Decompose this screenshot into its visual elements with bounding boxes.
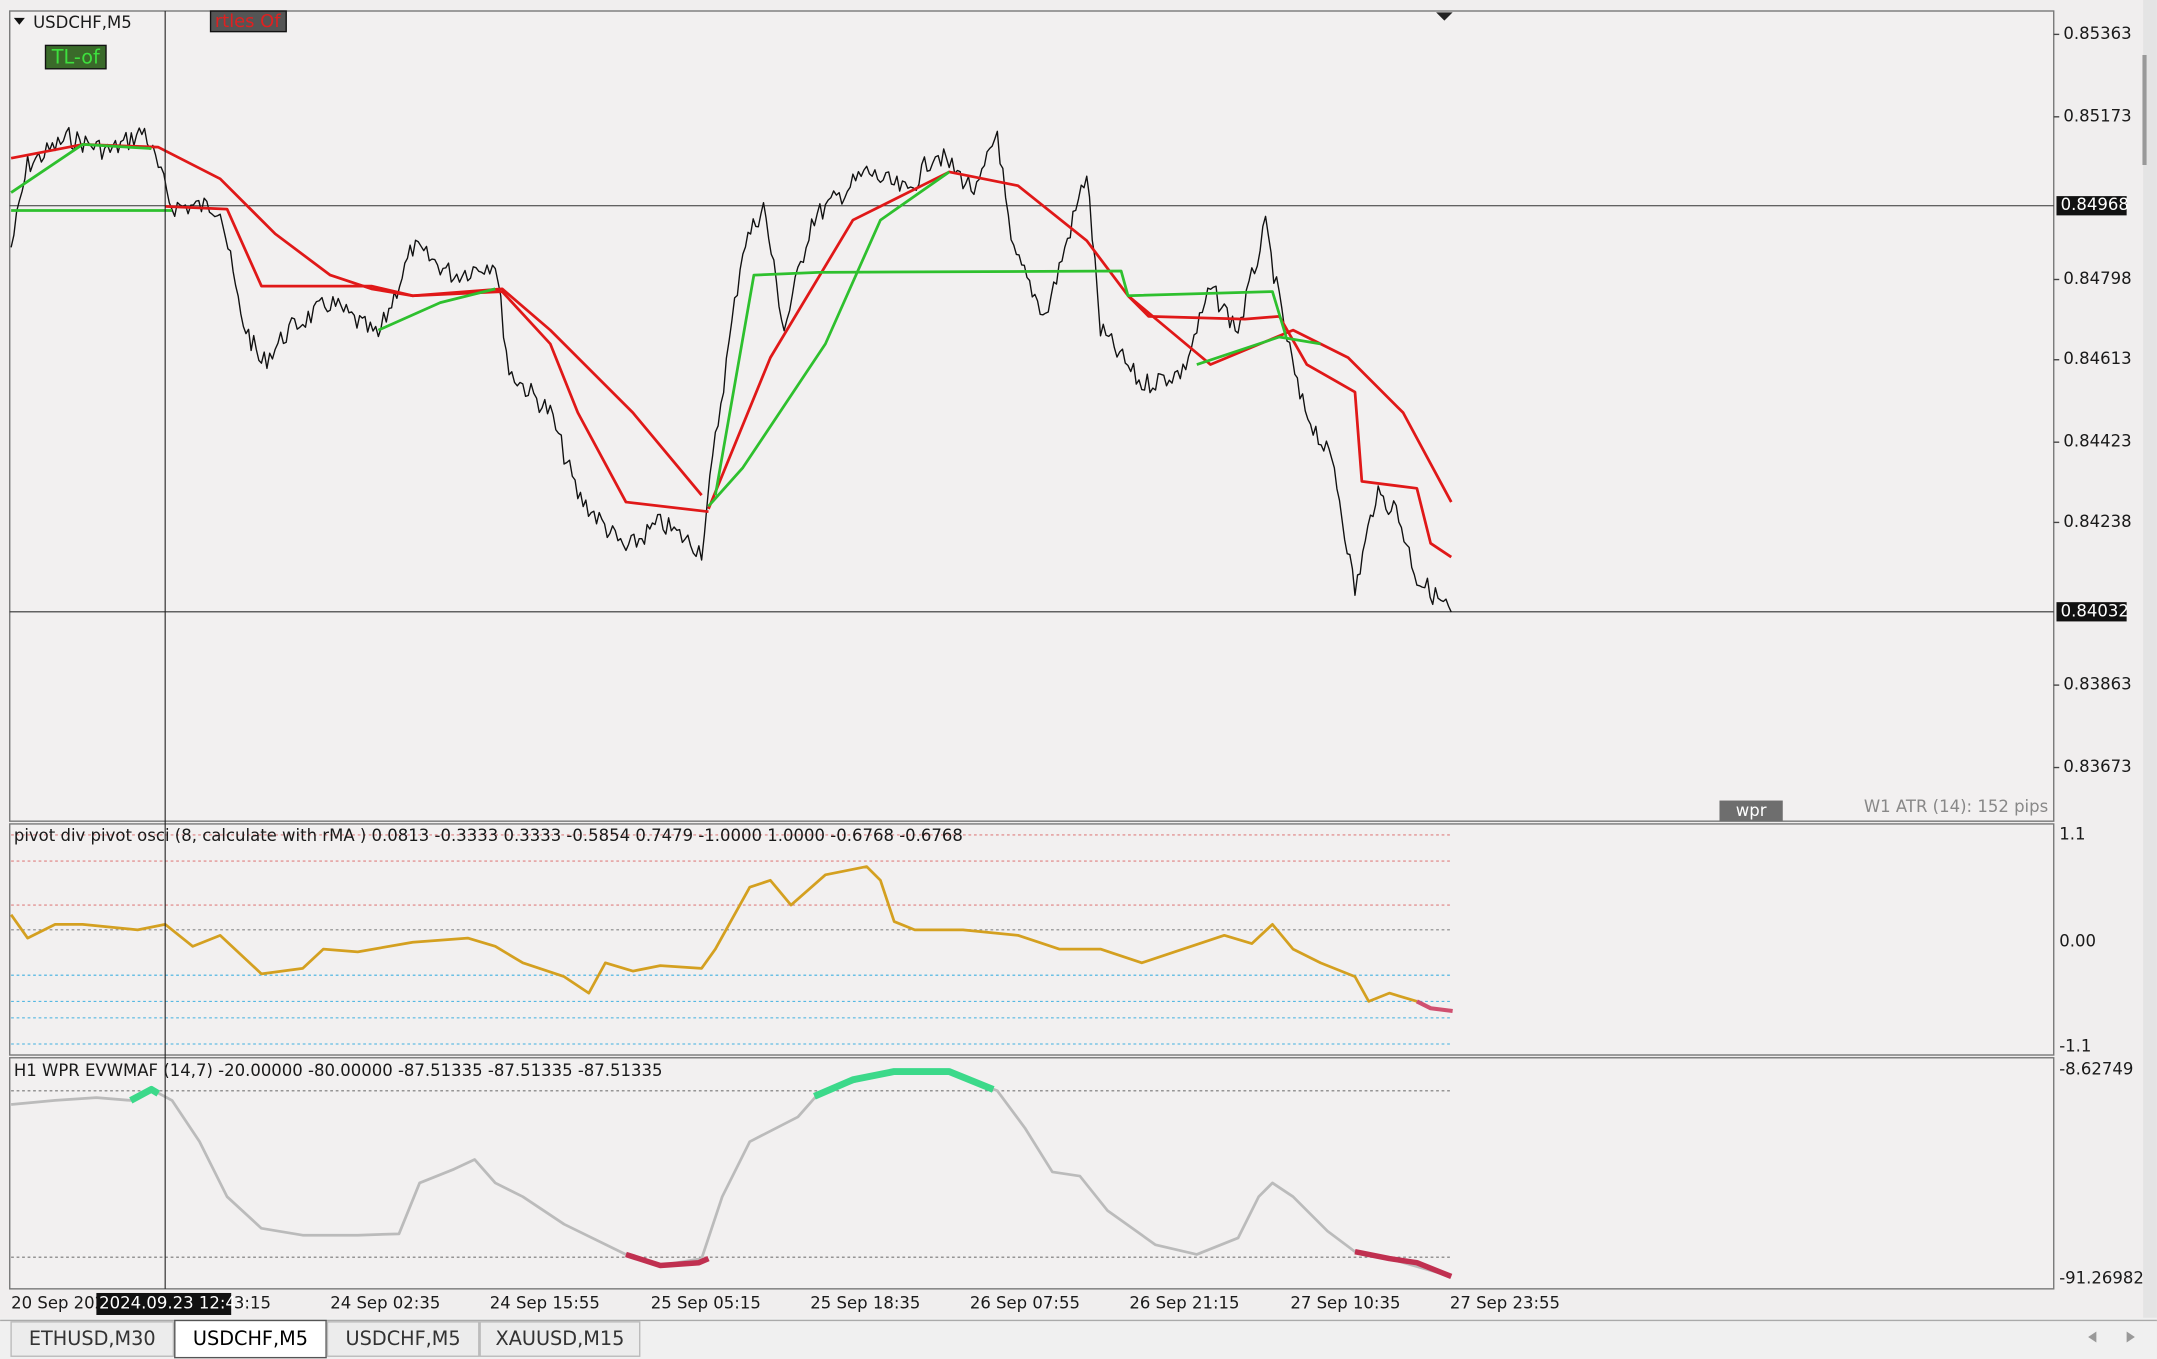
green-step: [714, 269, 1288, 496]
green-ma: [377, 287, 496, 332]
price-marker-label: 0.84032: [2061, 601, 2129, 620]
wpr-overbought: [813, 1068, 995, 1100]
wpr-overbought: [129, 1085, 161, 1104]
price-label: 0.84423: [2063, 432, 2131, 451]
time-label: 26 Sep 07:55: [970, 1293, 1080, 1312]
red-step: [165, 204, 709, 514]
green-ma: [1196, 335, 1321, 366]
shift-marker: [1436, 12, 1453, 21]
oscillator-line: [9, 865, 1418, 1003]
badge-green[interactable]: [44, 44, 107, 70]
price-marker: [2056, 196, 2127, 216]
price-label: 0.84798: [2063, 269, 2131, 288]
main-chart: [9, 126, 2054, 613]
wpr-button-text: wpr: [1736, 801, 1767, 820]
time-label: 27 Sep 23:55: [1450, 1293, 1560, 1312]
main-panel: [9, 10, 2055, 822]
scrollbar[interactable]: [2143, 0, 2157, 1359]
time-label: 25 Sep 18:35: [810, 1293, 920, 1312]
tab-label: USDCHF,M5: [193, 1327, 308, 1350]
symbol-label: USDCHF,M5: [33, 13, 132, 32]
price-label: 0.84613: [2063, 349, 2131, 368]
wpr-title: H1 WPR EVWMAF (14,7) -20.00000 -80.00000…: [14, 1061, 663, 1080]
oscillator-tail: [1415, 999, 1453, 1014]
time-label: 25 Sep 05:15: [651, 1293, 761, 1312]
wpr-axis-label: -91.26982: [2059, 1269, 2144, 1288]
cursor-time-box: [96, 1292, 232, 1315]
price-label: 0.85173: [2063, 106, 2131, 125]
time-label: 27 Sep 10:35: [1290, 1293, 1400, 1312]
oscillator-axis-label: 1.1: [2059, 824, 2085, 843]
wpr-oversold: [1354, 1249, 1453, 1280]
tab-label: XAUUSD,M15: [496, 1327, 625, 1350]
green-ma: [10, 143, 152, 194]
time-label: 24 Sep 15:55: [490, 1293, 600, 1312]
tab-scroll-left[interactable]: [2088, 1331, 2097, 1343]
price-path: [10, 126, 1452, 613]
time-label: 24 Sep 02:35: [330, 1293, 440, 1312]
wpr-button[interactable]: [1719, 800, 1783, 822]
badge-red-text: rtles Of: [215, 11, 281, 32]
tab[interactable]: [10, 1321, 175, 1357]
tab[interactable]: [326, 1321, 480, 1357]
oscillator-title: pivot div pivot osci (8, calculate with …: [14, 826, 963, 845]
oscillator-lines: [9, 834, 1453, 1045]
wpr-oversold: [625, 1251, 710, 1269]
tab-label: USDCHF,M5: [346, 1327, 461, 1350]
time-label: 3:15: [234, 1293, 271, 1312]
price-marker: [2056, 602, 2127, 622]
price-marker-label: 0.84968: [2061, 195, 2129, 214]
badge-red[interactable]: [209, 10, 287, 33]
symbol-menu[interactable]: [13, 17, 25, 25]
time-label: 26 Sep 21:15: [1129, 1293, 1239, 1312]
green-ma: [707, 170, 950, 508]
price-label: 0.83863: [2063, 675, 2131, 694]
tab[interactable]: [479, 1321, 641, 1357]
price-label: 0.85363: [2063, 24, 2131, 43]
price-label: 0.83673: [2063, 757, 2131, 776]
red-ma: [10, 143, 703, 497]
oscillator-axis-label: -1.1: [2059, 1036, 2091, 1055]
wpr-lines: [10, 1068, 1453, 1280]
price-label: 0.84238: [2063, 512, 2131, 531]
wpr-axis-label: -8.62749: [2059, 1060, 2133, 1079]
tab-active[interactable]: [174, 1319, 327, 1359]
cursor-time-label: 2024.09.23 12:40: [99, 1293, 246, 1312]
time-label: 20 Sep 202: [11, 1293, 105, 1312]
atr-label: W1 ATR (14): 152 pips: [1864, 797, 2048, 816]
oscillator-axis-label: 0.00: [2059, 932, 2096, 951]
badge-green-text: TL-of: [51, 45, 101, 68]
tab-scroll-right[interactable]: [2126, 1331, 2135, 1343]
wpr-panel: [9, 1057, 2055, 1290]
red-step: [1127, 294, 1453, 559]
tab-label: ETHUSD,M30: [29, 1327, 156, 1350]
wpr-line: [10, 1070, 1452, 1278]
